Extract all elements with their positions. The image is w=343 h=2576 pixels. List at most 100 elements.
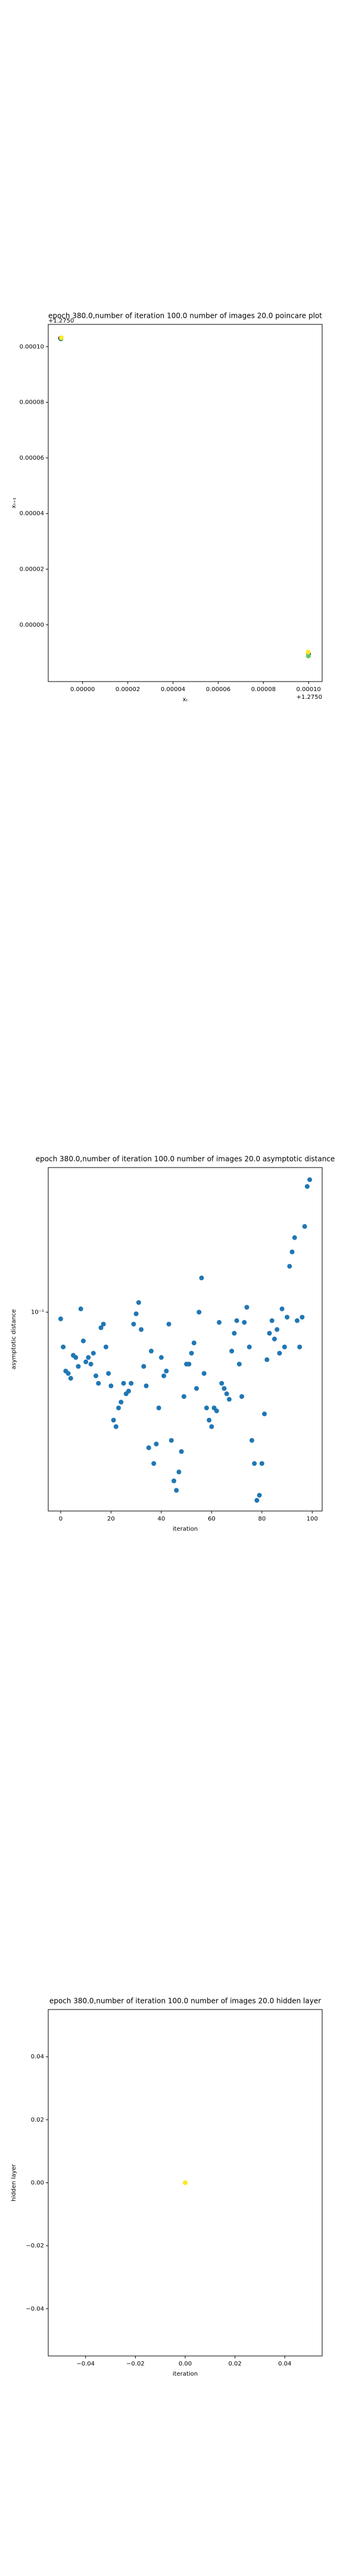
point xyxy=(78,1306,83,1312)
point xyxy=(214,1408,219,1414)
point xyxy=(222,1386,227,1391)
chart-title: epoch 380.0,number of iteration 100.0 nu… xyxy=(49,1997,321,2005)
point xyxy=(282,1344,287,1349)
point xyxy=(129,1380,134,1386)
point xyxy=(80,1338,86,1343)
point xyxy=(181,1394,186,1399)
point xyxy=(151,1461,157,1466)
point xyxy=(141,1364,146,1369)
x-tick-label: 0.00006 xyxy=(206,686,230,693)
point xyxy=(305,649,311,655)
x-tick-label: −0.02 xyxy=(126,2361,145,2367)
chart-title: epoch 380.0,number of iteration 100.0 nu… xyxy=(48,312,322,320)
axes-frame xyxy=(48,324,323,682)
point xyxy=(275,1327,280,1332)
x-tick-label: −0.04 xyxy=(76,2361,95,2367)
point xyxy=(88,1361,93,1367)
point xyxy=(267,1330,272,1336)
point xyxy=(139,1327,144,1332)
point xyxy=(307,1177,313,1182)
point xyxy=(144,1383,149,1389)
point xyxy=(300,1314,305,1320)
x-tick-label: 80 xyxy=(258,1516,266,1522)
point xyxy=(131,1321,136,1327)
point xyxy=(189,1351,194,1356)
point xyxy=(229,1348,235,1354)
point xyxy=(59,335,64,340)
axes-frame xyxy=(48,1167,323,1512)
point xyxy=(254,1498,260,1503)
point xyxy=(197,1309,202,1315)
point xyxy=(119,1400,124,1405)
point xyxy=(272,1336,277,1342)
point xyxy=(86,1355,91,1360)
x-axis-label: iteration xyxy=(173,1526,198,1532)
point xyxy=(158,1355,164,1360)
point xyxy=(252,1461,257,1466)
x-tick-label: 0 xyxy=(59,1516,63,1522)
x-tick-label: 0.00004 xyxy=(161,686,185,693)
y-tick-label: 0.02 xyxy=(31,2117,44,2123)
y-tick-label: 0.04 xyxy=(31,2054,44,2060)
y-axis-label: xₜ₊₁ xyxy=(11,497,17,508)
point xyxy=(191,1340,197,1346)
point xyxy=(116,1405,121,1411)
point xyxy=(176,1469,182,1475)
x-tick-label: 40 xyxy=(158,1516,166,1522)
point xyxy=(91,1351,96,1356)
point xyxy=(259,1461,264,1466)
x-tick-label: 60 xyxy=(208,1516,216,1522)
point xyxy=(68,1376,73,1381)
y-tick-label: 0.00002 xyxy=(20,566,44,573)
point xyxy=(226,1397,232,1402)
point xyxy=(257,1493,262,1498)
x-offset-label: +1.2750 xyxy=(297,694,322,701)
point xyxy=(133,1311,139,1317)
x-tick-label: 0.00008 xyxy=(251,686,276,693)
x-tick-label: 0.04 xyxy=(278,2361,291,2367)
point xyxy=(242,1320,247,1325)
point xyxy=(297,1344,303,1349)
y-tick-label: −0.02 xyxy=(26,2243,44,2249)
point xyxy=(73,1355,79,1360)
point xyxy=(305,654,311,659)
y-tick-label: 0.00008 xyxy=(20,400,44,406)
x-tick-label: 0.00 xyxy=(179,2361,192,2367)
point xyxy=(207,1417,212,1423)
point xyxy=(269,1318,275,1323)
y-tick-label: 0.00000 xyxy=(20,622,44,628)
y-tick-label: 10⁻¹ xyxy=(31,1309,44,1316)
point xyxy=(146,1445,151,1450)
point xyxy=(249,1438,254,1443)
point xyxy=(209,1424,214,1429)
point xyxy=(294,1318,300,1323)
point xyxy=(194,1386,199,1391)
point xyxy=(179,1449,184,1454)
point xyxy=(166,1321,172,1327)
point xyxy=(183,2180,188,2185)
point xyxy=(236,1361,242,1367)
y-tick-label: 0.00006 xyxy=(20,455,44,462)
point xyxy=(289,1249,295,1255)
point xyxy=(277,1351,282,1356)
point xyxy=(292,1235,297,1240)
point xyxy=(199,1275,204,1281)
point xyxy=(106,1371,111,1376)
point xyxy=(169,1438,174,1443)
y-tick-label: 0.00004 xyxy=(20,510,44,517)
y-axis-label: hidden layer xyxy=(11,2163,17,2201)
point xyxy=(219,1380,224,1386)
y-offset-label: +1.2750 xyxy=(48,318,74,324)
point xyxy=(161,1373,167,1379)
point xyxy=(76,1364,81,1369)
chart-title: epoch 380.0,number of iteration 100.0 nu… xyxy=(36,1155,335,1163)
point xyxy=(234,1318,239,1323)
point xyxy=(232,1330,237,1336)
x-axis-label: iteration xyxy=(173,2371,198,2377)
point xyxy=(126,1388,131,1394)
point xyxy=(96,1380,101,1386)
y-axis-label: asymptotic distance xyxy=(11,1309,17,1369)
point xyxy=(101,1321,106,1327)
point xyxy=(108,1383,114,1389)
